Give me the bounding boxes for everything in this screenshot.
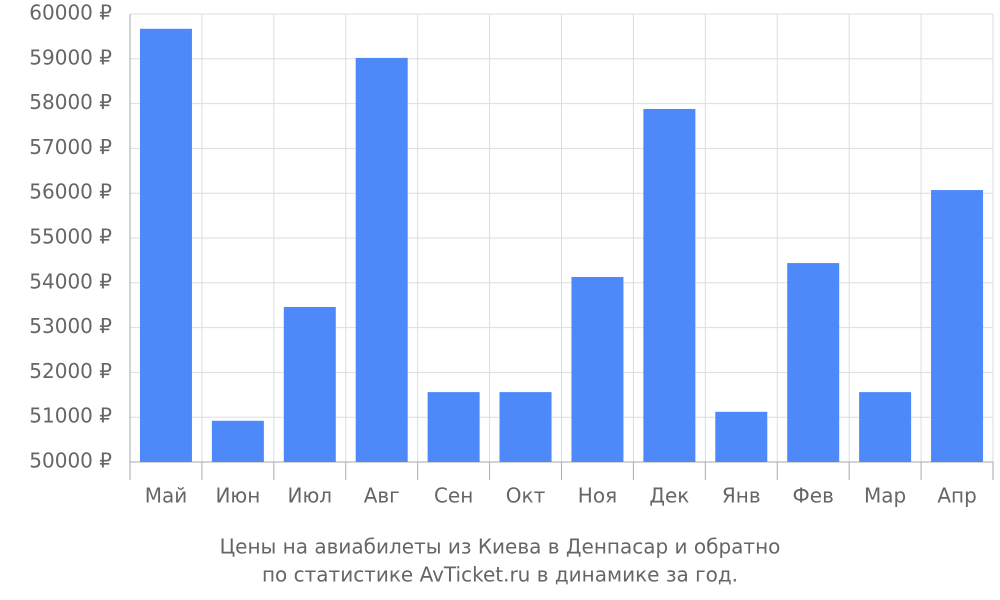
x-tick-label: Фев [793,484,834,508]
x-tick-label: Сен [434,484,473,508]
chart-subtitle: по статистике AvTicket.ru в динамике за … [262,563,738,587]
bar [355,57,408,463]
y-tick-label: 57000 ₽ [29,135,112,159]
bar [427,392,480,462]
bar [211,420,264,462]
x-tick-label: Июл [287,484,332,508]
y-tick-label: 52000 ₽ [29,359,112,383]
y-tick-label: 55000 ₽ [29,225,112,249]
x-tick-label: Окт [506,484,546,508]
bar [643,108,696,462]
x-tick-label: Авг [364,484,400,508]
x-tick-label: Апр [937,484,976,508]
y-tick-label: 53000 ₽ [29,314,112,338]
bar [139,28,192,463]
y-tick-label: 56000 ₽ [29,180,112,204]
x-tick-label: Июн [215,484,260,508]
bar [715,411,768,462]
bar [499,392,552,462]
x-tick-label: Дек [649,484,689,508]
x-tick-label: Ноя [578,484,617,508]
x-tick-label: Май [145,484,188,508]
bar [787,263,840,462]
y-tick-label: 58000 ₽ [29,90,112,114]
y-tick-label: 60000 ₽ [29,1,112,25]
y-tick-label: 51000 ₽ [29,404,112,428]
x-tick-label: Янв [722,484,761,508]
y-tick-label: 50000 ₽ [29,449,112,473]
y-tick-label: 59000 ₽ [29,45,112,69]
bar [283,306,336,462]
bar [571,276,624,462]
bar [931,190,984,462]
x-tick-label: Мар [864,484,906,508]
y-tick-label: 54000 ₽ [29,269,112,293]
chart-title: Цены на авиабилеты из Киева в Денпасар и… [220,535,781,559]
bar [859,392,912,462]
